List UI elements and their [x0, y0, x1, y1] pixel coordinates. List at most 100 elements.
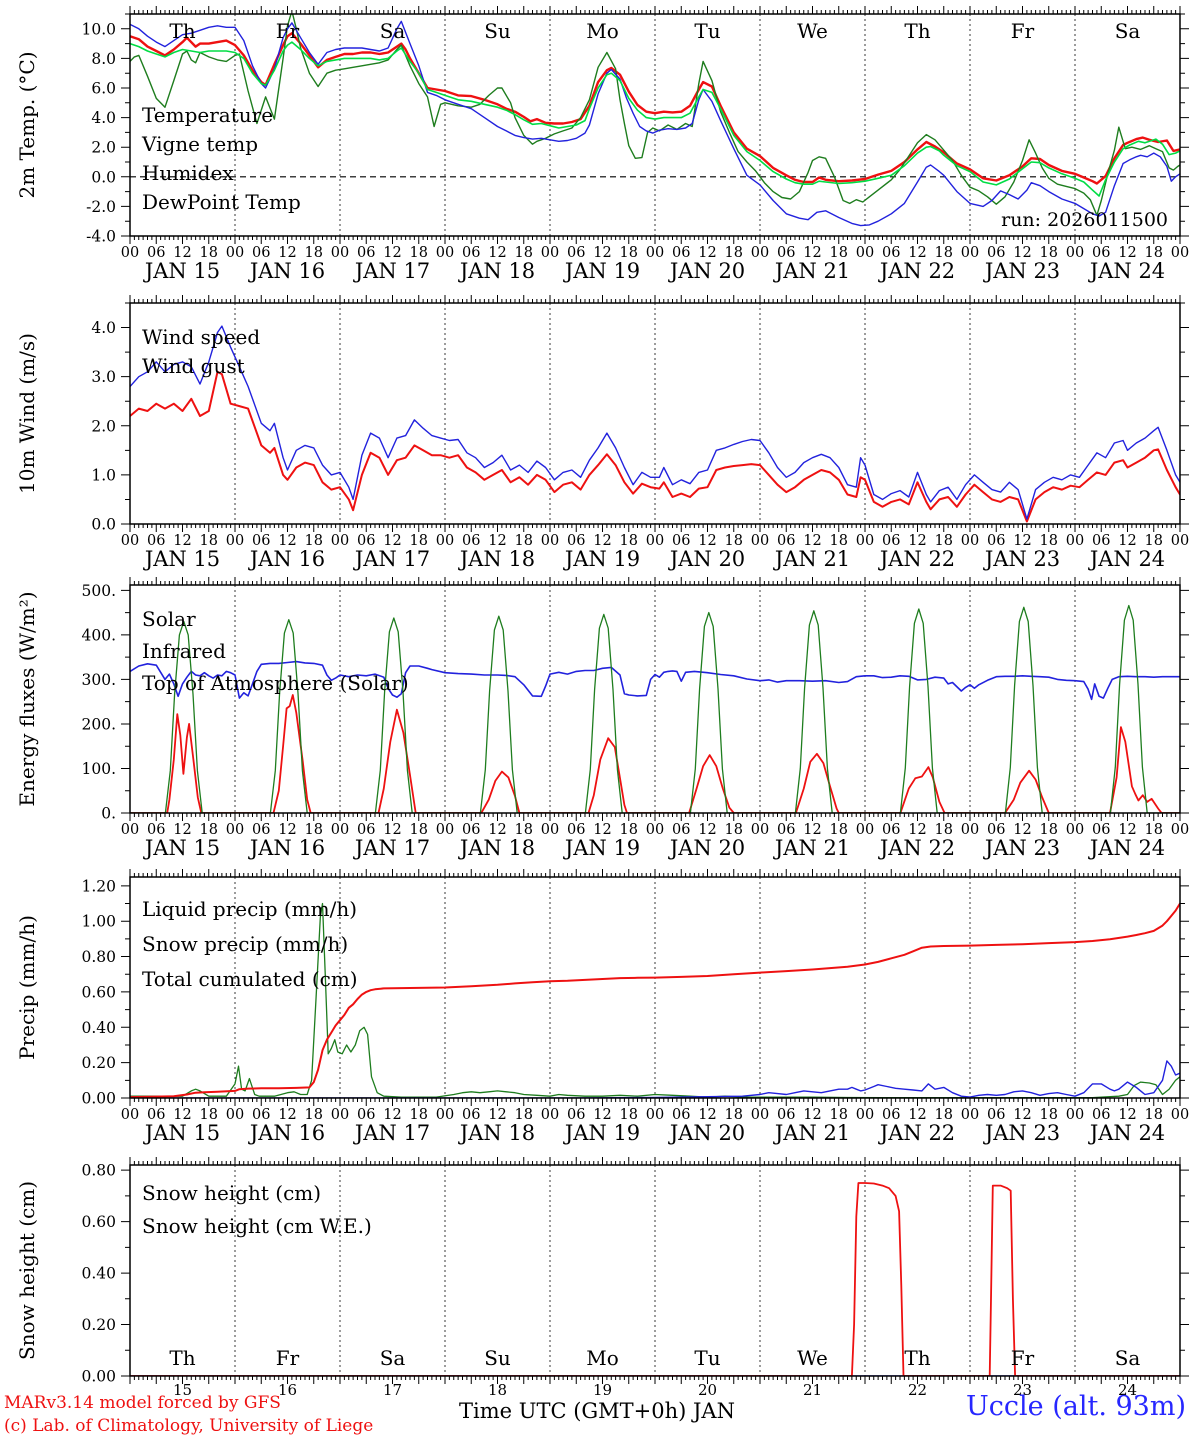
day-label: JAN 20 — [668, 836, 745, 860]
y-tick-label: 2.0 — [91, 139, 116, 157]
hour-label: 06 — [987, 822, 1005, 838]
day-label: JAN 24 — [1088, 836, 1165, 860]
axis-ticks — [121, 6, 1189, 244]
y-tick-label: 0.40 — [81, 1019, 116, 1037]
day-label: JAN 22 — [878, 547, 955, 571]
day-label: JAN 23 — [983, 547, 1060, 571]
day-number-label: 15 — [173, 1381, 192, 1399]
hour-label: 00 — [751, 533, 769, 549]
hour-label: 00 — [1171, 245, 1189, 261]
hour-label: 12 — [1013, 245, 1031, 261]
legend-wind-item: Wind speed — [142, 325, 260, 349]
panel-precip: 0.00 0.20 0.40 0.60 0.80 1.00 1.20 Precip (mm/h… — [15, 869, 1189, 1145]
day-label: JAN 17 — [353, 836, 430, 860]
hour-label: 18 — [515, 1107, 533, 1123]
weekday-name-label: Mo — [586, 1346, 619, 1370]
hour-label: 00 — [1171, 1107, 1189, 1123]
weekday-name-label: Tu — [694, 1346, 720, 1370]
day-label: JAN 15 — [143, 836, 220, 860]
axis-ticks — [121, 1157, 1189, 1384]
hour-label: 00 — [121, 533, 139, 549]
hour-label: 06 — [252, 1107, 270, 1123]
y-tick-label: 0.60 — [81, 1213, 116, 1231]
hour-label: 12 — [383, 1107, 401, 1123]
day-label: JAN 17 — [353, 259, 430, 283]
day-label: JAN 23 — [983, 1121, 1060, 1145]
hour-label: 06 — [987, 245, 1005, 261]
hour-label: 06 — [252, 245, 270, 261]
weekday-name-label: Tu — [694, 19, 720, 43]
legend-energy-item: Solar — [142, 607, 196, 631]
hour-label: 18 — [1040, 245, 1058, 261]
hour-label: 18 — [410, 245, 428, 261]
hour-label: 00 — [226, 245, 244, 261]
hour-label: 06 — [672, 533, 690, 549]
hour-label: 18 — [200, 822, 218, 838]
hour-label: 06 — [672, 245, 690, 261]
hour-label: 00 — [436, 822, 454, 838]
hour-label: 18 — [1145, 822, 1163, 838]
hour-label: 12 — [698, 822, 716, 838]
series-energy-line — [130, 604, 1180, 813]
day-label: JAN 19 — [563, 836, 640, 860]
series-wind-line — [130, 325, 1180, 520]
hour-label: 18 — [410, 1107, 428, 1123]
series-energy-line — [130, 660, 1180, 701]
day-label: JAN 22 — [878, 836, 955, 860]
hour-label: 00 — [646, 533, 664, 549]
hour-label: 06 — [987, 1107, 1005, 1123]
hour-label: 12 — [278, 1107, 296, 1123]
day-label: JAN 22 — [878, 259, 955, 283]
legend-energy-item: Infrared — [142, 639, 226, 663]
y-tick-label: 500. — [81, 582, 116, 600]
day-gridlines — [234, 1165, 1076, 1376]
hour-label: 06 — [147, 245, 165, 261]
legend-temperature-item: Humidex — [142, 161, 234, 185]
hour-label: 18 — [935, 533, 953, 549]
y-tick-label: 0.60 — [81, 983, 116, 1001]
day-label: JAN 15 — [143, 547, 220, 571]
hour-label: 06 — [882, 1107, 900, 1123]
hour-label: 06 — [1092, 533, 1110, 549]
hour-label: 18 — [410, 533, 428, 549]
hour-label: 06 — [252, 533, 270, 549]
day-label: JAN 23 — [983, 259, 1060, 283]
day-number-label: 21 — [803, 1381, 822, 1399]
day-label: JAN 16 — [248, 259, 325, 283]
hour-label: 06 — [252, 822, 270, 838]
hour-label: 18 — [725, 822, 743, 838]
hour-label: 06 — [777, 245, 795, 261]
y-tick-label: 0.20 — [81, 1316, 116, 1334]
day-label: JAN 20 — [668, 547, 745, 571]
series-group — [130, 604, 1180, 813]
hour-label: 12 — [1013, 533, 1031, 549]
day-number-label: 22 — [908, 1381, 927, 1399]
hour-label: 18 — [1145, 533, 1163, 549]
day-label: JAN 16 — [248, 547, 325, 571]
y-tick-label: 2.0 — [91, 417, 116, 435]
legend-energy-item: Top of Atmosphere (Solar) — [142, 671, 409, 695]
hour-label: 06 — [567, 245, 585, 261]
y-tick-label: 10.0 — [81, 20, 116, 38]
hour-label: 00 — [331, 245, 349, 261]
day-label: JAN 16 — [248, 1121, 325, 1145]
series-group — [130, 1182, 1180, 1376]
series-wind-line — [130, 370, 1180, 523]
hour-label: 18 — [305, 822, 323, 838]
y-tick-label: 0.0 — [91, 516, 116, 534]
hour-label: 18 — [1145, 245, 1163, 261]
hour-label: 06 — [1092, 1107, 1110, 1123]
y-axis-title-precip: Precip (mm/h) — [15, 915, 39, 1060]
legend-precip-item: Liquid precip (mm/h) — [142, 897, 357, 921]
day-label: JAN 18 — [458, 1121, 535, 1145]
hour-label: 18 — [305, 245, 323, 261]
hour-label: 06 — [462, 822, 480, 838]
day-label: JAN 17 — [353, 547, 430, 571]
hour-label: 00 — [1171, 533, 1189, 549]
hour-label: 12 — [278, 245, 296, 261]
y-tick-label: 0.0 — [91, 168, 116, 186]
hour-label: 00 — [121, 822, 139, 838]
x-axis-title: Time UTC (GMT+0h) JAN — [459, 1399, 735, 1423]
hour-label: 00 — [961, 1107, 979, 1123]
